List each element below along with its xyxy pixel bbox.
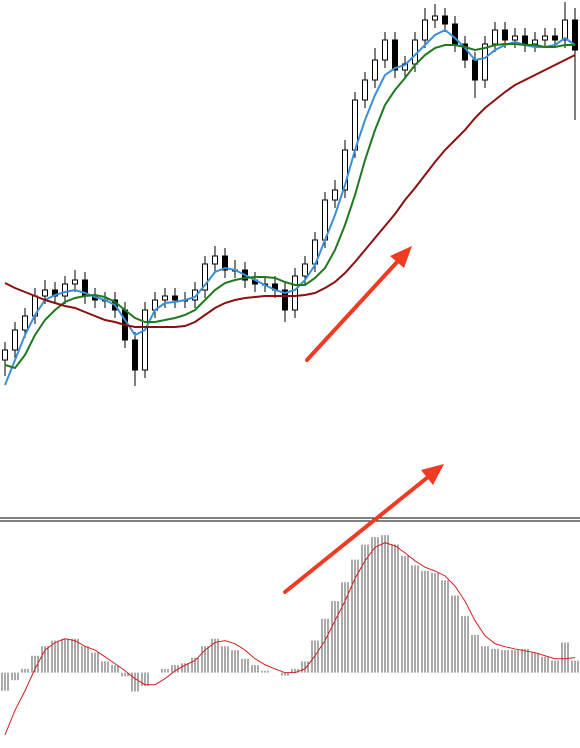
signal-line bbox=[4, 542, 576, 736]
candle-body bbox=[12, 329, 18, 351]
candle-body bbox=[512, 35, 518, 41]
moving-average bbox=[4, 43, 575, 370]
candle-body bbox=[382, 39, 388, 61]
candle-body bbox=[362, 79, 368, 101]
moving-average bbox=[4, 54, 576, 328]
candle-body bbox=[332, 189, 338, 201]
candle-body bbox=[302, 263, 308, 277]
candle-body bbox=[562, 19, 568, 41]
moving-average bbox=[4, 28, 576, 386]
candle-body bbox=[442, 15, 448, 25]
candle-body bbox=[552, 35, 558, 41]
arrow-head bbox=[390, 246, 412, 268]
candle-body bbox=[482, 43, 488, 81]
candle-body bbox=[492, 29, 498, 45]
macd-panel bbox=[1, 535, 579, 736]
candle-body bbox=[572, 19, 578, 51]
arrow-shaft bbox=[305, 259, 400, 362]
candle-body bbox=[212, 255, 218, 265]
candle-body bbox=[472, 59, 478, 81]
candle-body bbox=[542, 35, 548, 41]
arrow bbox=[305, 246, 412, 362]
arrow-shaft bbox=[283, 475, 430, 594]
candle-body bbox=[502, 29, 508, 41]
candle-body bbox=[532, 39, 538, 45]
candle-body bbox=[222, 255, 228, 271]
candle-body bbox=[172, 295, 178, 301]
price-panel bbox=[2, 2, 578, 386]
candle-body bbox=[392, 39, 398, 71]
candle-body bbox=[282, 289, 288, 311]
candle-body bbox=[432, 15, 438, 21]
candle-body bbox=[292, 275, 298, 311]
candle-body bbox=[42, 289, 48, 297]
candle-body bbox=[132, 339, 138, 371]
candle-body bbox=[522, 35, 528, 45]
arrow bbox=[283, 464, 444, 594]
candle-body bbox=[422, 19, 428, 41]
candle-body bbox=[62, 283, 68, 297]
candle-body bbox=[342, 149, 348, 191]
candle-body bbox=[2, 349, 8, 361]
candle-body bbox=[162, 295, 168, 301]
candle-body bbox=[372, 59, 378, 81]
arrow-head bbox=[421, 464, 444, 485]
candle-body bbox=[202, 263, 208, 291]
candle-body bbox=[72, 279, 78, 285]
candle-body bbox=[22, 315, 28, 331]
candle-body bbox=[142, 309, 148, 371]
